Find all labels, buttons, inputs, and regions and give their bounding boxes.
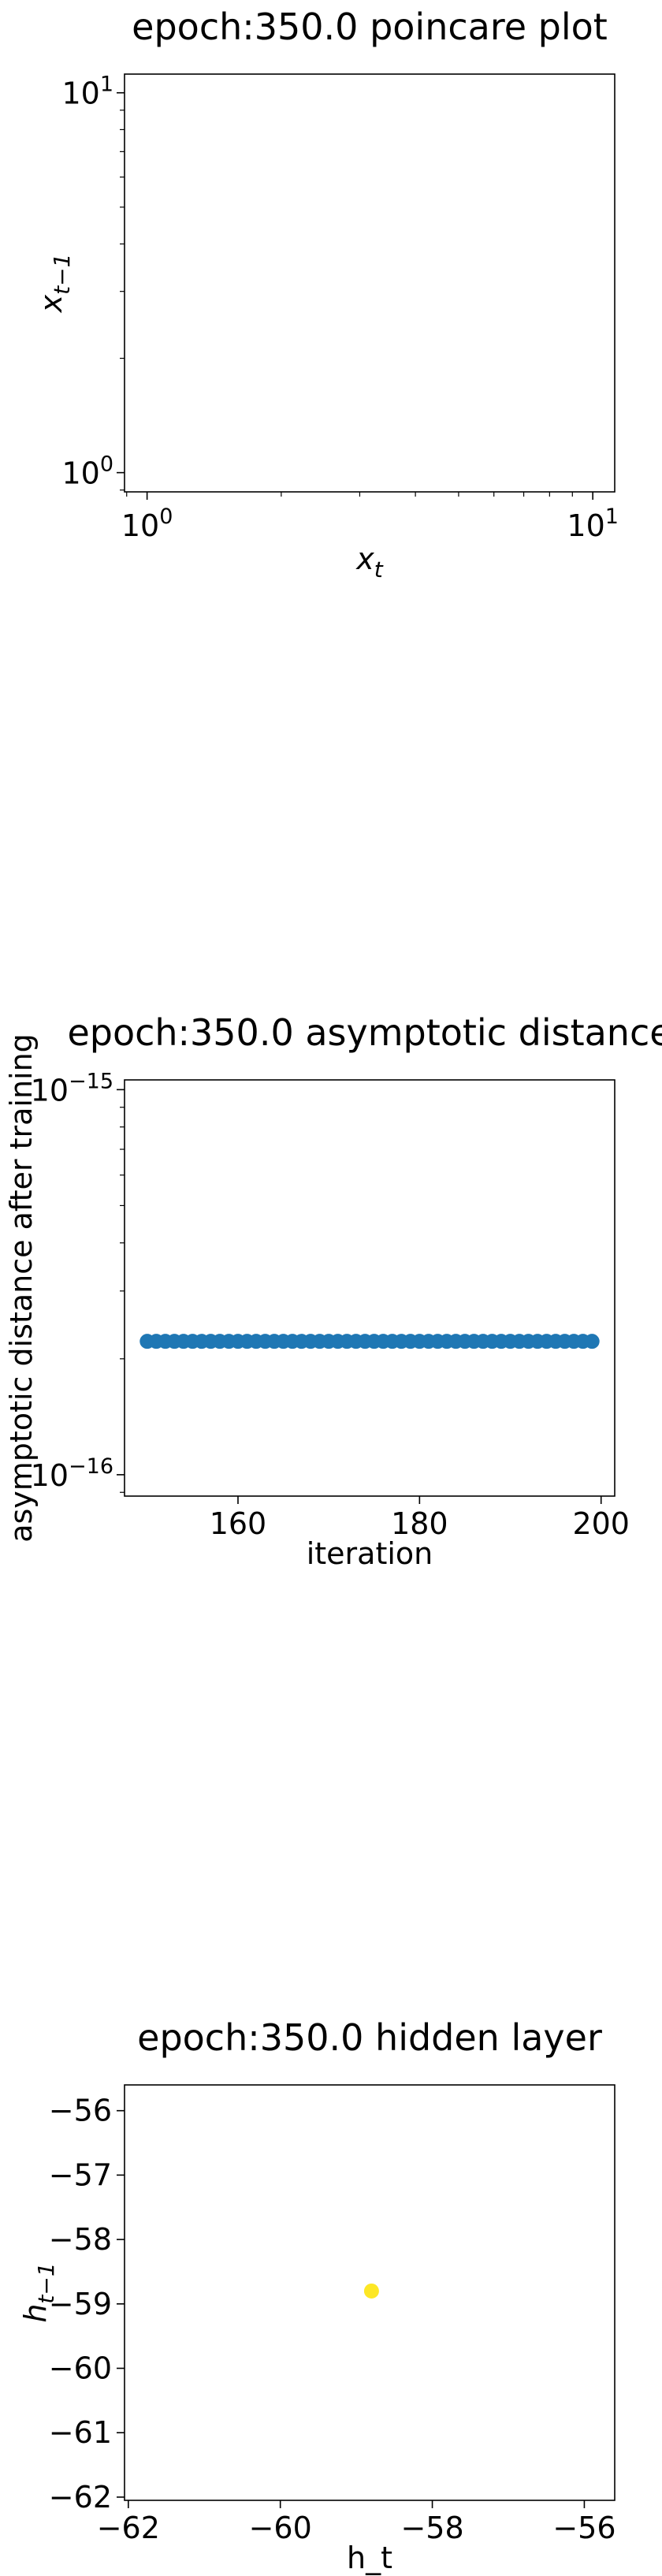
- x-axis-label: h_t: [347, 2541, 392, 2575]
- plot-frame: [124, 73, 616, 493]
- y-tick-label: 100: [61, 452, 113, 491]
- y-tick-label: −62: [49, 2480, 112, 2515]
- x-tick-label: 100: [121, 504, 173, 543]
- x-tick-label: 180: [391, 1506, 448, 1541]
- y-axis-label: ht−1: [18, 2262, 59, 2322]
- chart-panel-3: epoch:350.0 hidden layer −62 −60 −58 −56 −62 −…: [18, 2016, 616, 2575]
- x-axis-label: iteration: [307, 1536, 433, 1571]
- x-tick-label: −62: [97, 2511, 160, 2545]
- y-axis-label: asymptotic distance after training: [4, 1033, 39, 1543]
- x-tick-label: −60: [249, 2511, 312, 2545]
- plot-frame: [124, 2084, 616, 2501]
- plot-frame: [124, 1079, 616, 1497]
- x-tick-label: 200: [572, 1506, 630, 1541]
- y-tick-label: 10−16: [31, 1454, 113, 1493]
- chart-panel-2: epoch:350.0 asymptotic distance 160 180 200…: [4, 1011, 662, 1571]
- y-tick-label: −60: [49, 2351, 112, 2386]
- data-point: [584, 1334, 600, 1349]
- y-tick-label: −59: [49, 2287, 112, 2321]
- data-point: [363, 2283, 379, 2299]
- x-tick-label: −56: [552, 2511, 616, 2545]
- y-tick-label: −58: [49, 2222, 112, 2257]
- chart-title: epoch:350.0 hidden layer: [137, 2016, 602, 2059]
- y-tick-label: 101: [61, 73, 113, 111]
- chart-title: epoch:350.0 asymptotic distance: [67, 1011, 662, 1054]
- y-tick-label: 10−15: [31, 1069, 113, 1107]
- y-tick-label: −56: [49, 2094, 112, 2128]
- x-tick-label: 101: [567, 504, 619, 543]
- chart-panel-1: epoch:350.0 poincare plot 100 101 100 101 xt x…: [34, 6, 619, 583]
- y-tick-label: −57: [49, 2157, 112, 2192]
- y-tick-label: −61: [49, 2415, 112, 2450]
- chart-title: epoch:350.0 poincare plot: [132, 6, 608, 48]
- x-axis-label: xt: [355, 542, 384, 583]
- x-tick-label: 160: [210, 1506, 267, 1541]
- y-axis-label: xt−1: [34, 254, 75, 314]
- x-tick-label: −58: [400, 2511, 463, 2545]
